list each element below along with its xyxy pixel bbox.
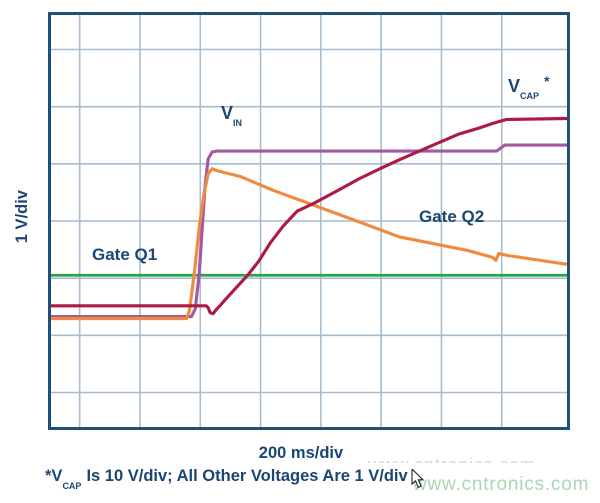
watermark-partial: www.cntronics.com	[368, 456, 596, 463]
label-vcap: VCAP *	[508, 73, 550, 101]
x-axis-label: 200 ms/div	[258, 444, 344, 462]
label-vcap-star: *	[544, 73, 550, 89]
label-vcap-base: V	[508, 76, 521, 96]
oscilloscope-plot	[51, 15, 567, 427]
footnote: *VCAP Is 10 V/div; All Other Voltages Are…	[45, 467, 408, 492]
footnote-text: Is 10 V/div; All Other Voltages Are 1 V/…	[86, 467, 408, 485]
label-gate-q2: Gate Q2	[419, 207, 485, 226]
trace-gate-q2	[51, 167, 567, 321]
label-vin-sub: IN	[233, 117, 243, 128]
oscilloscope-chart	[48, 12, 570, 430]
watermark: www.cntronics.com	[413, 474, 590, 495]
label-vcap-sub: CAP	[520, 90, 540, 101]
trace-vin	[51, 143, 567, 319]
label-vin-base: V	[221, 103, 234, 123]
label-gate-q1: Gate Q1	[92, 245, 158, 264]
y-axis-label: 1 V/div	[13, 190, 31, 244]
footnote-prefix: *V	[45, 467, 63, 485]
mouse-cursor-icon	[411, 469, 425, 489]
trace-vcap	[51, 116, 567, 316]
footnote-sub: CAP	[62, 481, 82, 492]
label-vin: VIN	[221, 103, 243, 128]
